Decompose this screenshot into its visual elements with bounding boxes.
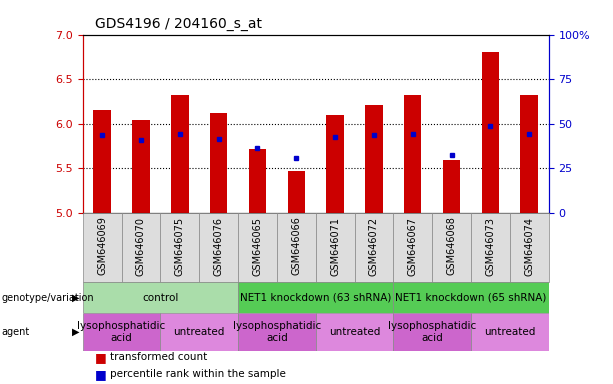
Text: GSM646074: GSM646074 — [524, 217, 534, 276]
Bar — [238, 282, 394, 313]
Bar — [443, 160, 460, 213]
Bar — [404, 95, 422, 213]
Text: transformed count: transformed count — [110, 352, 208, 362]
Text: lysophosphatidic
acid: lysophosphatidic acid — [77, 321, 166, 343]
Text: GSM646073: GSM646073 — [485, 217, 495, 276]
Text: lysophosphatidic
acid: lysophosphatidic acid — [388, 321, 476, 343]
Bar — [132, 120, 150, 213]
Text: NET1 knockdown (65 shRNA): NET1 knockdown (65 shRNA) — [395, 293, 547, 303]
Text: percentile rank within the sample: percentile rank within the sample — [110, 369, 286, 379]
Bar — [316, 313, 394, 351]
Bar — [365, 105, 383, 213]
Text: ▶: ▶ — [72, 327, 79, 337]
Bar — [171, 95, 189, 213]
Bar — [394, 282, 549, 313]
Bar — [83, 282, 238, 313]
Bar — [83, 213, 121, 282]
Text: ■: ■ — [95, 368, 107, 381]
Text: genotype/variation: genotype/variation — [1, 293, 94, 303]
Bar — [482, 53, 499, 213]
Bar — [238, 313, 316, 351]
Bar — [93, 111, 111, 213]
Text: agent: agent — [1, 327, 29, 337]
Bar — [121, 213, 161, 282]
Text: GSM646072: GSM646072 — [369, 217, 379, 276]
Text: NET1 knockdown (63 shRNA): NET1 knockdown (63 shRNA) — [240, 293, 391, 303]
Text: GDS4196 / 204160_s_at: GDS4196 / 204160_s_at — [95, 17, 262, 31]
Bar — [161, 313, 238, 351]
Text: GSM646071: GSM646071 — [330, 217, 340, 276]
Text: untreated: untreated — [484, 327, 536, 337]
Bar — [326, 115, 344, 213]
Bar — [316, 213, 354, 282]
Bar — [510, 213, 549, 282]
Bar — [394, 313, 471, 351]
Bar — [354, 213, 394, 282]
Bar — [471, 213, 510, 282]
Bar — [432, 213, 471, 282]
Bar — [287, 171, 305, 213]
Text: GSM646069: GSM646069 — [97, 217, 107, 275]
Bar — [199, 213, 238, 282]
Bar — [277, 213, 316, 282]
Bar — [161, 213, 199, 282]
Text: GSM646076: GSM646076 — [214, 217, 224, 276]
Text: untreated: untreated — [329, 327, 380, 337]
Text: GSM646067: GSM646067 — [408, 217, 417, 276]
Bar — [210, 113, 227, 213]
Bar — [394, 213, 432, 282]
Bar — [238, 213, 277, 282]
Text: ■: ■ — [95, 351, 107, 364]
Text: GSM646075: GSM646075 — [175, 217, 185, 276]
Text: GSM646066: GSM646066 — [291, 217, 301, 275]
Text: lysophosphatidic
acid: lysophosphatidic acid — [233, 321, 321, 343]
Text: GSM646068: GSM646068 — [447, 217, 457, 275]
Bar — [520, 95, 538, 213]
Bar — [83, 313, 161, 351]
Text: GSM646065: GSM646065 — [253, 217, 262, 276]
Bar — [471, 313, 549, 351]
Text: untreated: untreated — [173, 327, 225, 337]
Text: GSM646070: GSM646070 — [136, 217, 146, 276]
Text: control: control — [142, 293, 178, 303]
Bar — [249, 149, 266, 213]
Text: ▶: ▶ — [72, 293, 79, 303]
